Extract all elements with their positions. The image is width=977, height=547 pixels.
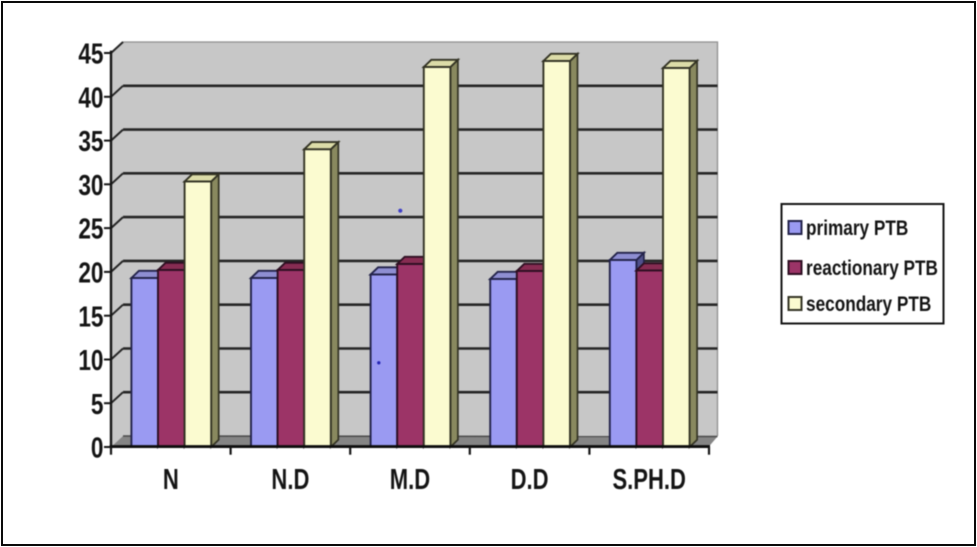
svg-text:45: 45	[78, 37, 103, 70]
svg-text:40: 40	[78, 81, 103, 114]
svg-text:35: 35	[78, 124, 103, 157]
svg-text:M.D: M.D	[390, 464, 430, 496]
svg-text:primary PTB: primary PTB	[806, 217, 908, 240]
svg-text:S.PH.D: S.PH.D	[612, 464, 685, 496]
svg-text:20: 20	[78, 256, 103, 289]
svg-text:10: 10	[78, 343, 103, 376]
svg-text:5: 5	[91, 387, 104, 420]
svg-text:15: 15	[78, 300, 103, 333]
svg-text:30: 30	[78, 168, 103, 201]
svg-text:0: 0	[91, 431, 104, 464]
svg-text:secondary PTB: secondary PTB	[806, 293, 931, 316]
svg-text:D.D: D.D	[511, 464, 549, 496]
svg-text:N.D: N.D	[271, 464, 309, 496]
svg-text:reactionary PTB: reactionary PTB	[806, 257, 938, 280]
svg-text:N: N	[163, 464, 179, 496]
svg-text:25: 25	[78, 212, 103, 245]
